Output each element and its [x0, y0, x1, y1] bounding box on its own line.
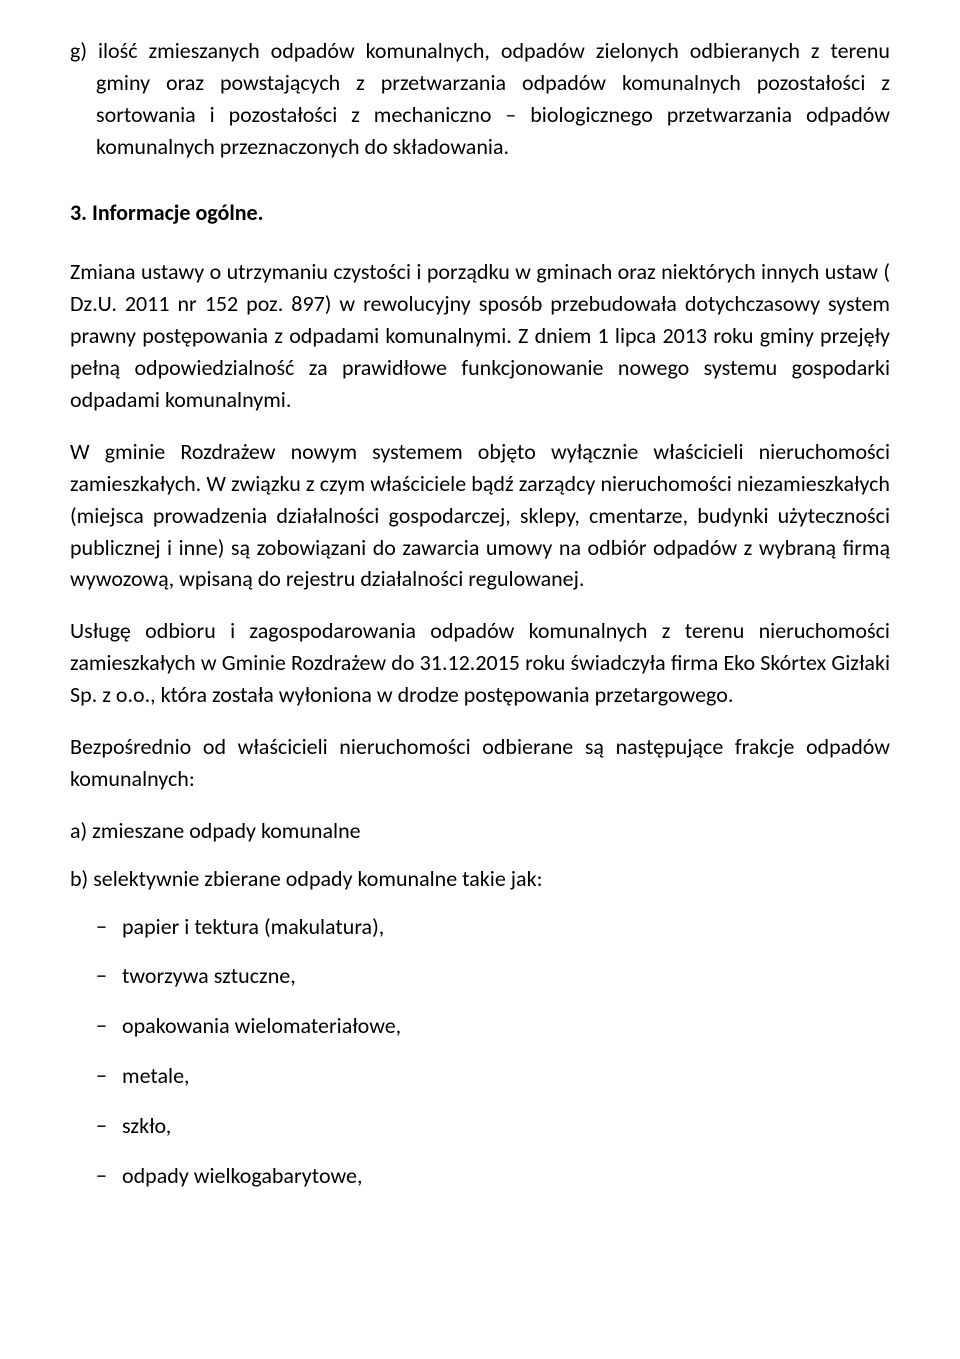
paragraph-1: Zmiana ustawy o utrzymaniu czystości i p… [70, 256, 890, 415]
list-item: szkło, [122, 1110, 890, 1142]
list-item: papier i tektura (makulatura), [122, 911, 890, 943]
list-item-b: b) selektywnie zbierane odpady komunalne… [70, 863, 890, 895]
section-heading: 3. Informacje ogólne. [70, 197, 890, 229]
list-item: tworzywa sztuczne, [122, 960, 890, 992]
list-item: odpady wielkogabarytowe, [122, 1160, 890, 1192]
list-item-g: g) ilość zmieszanych odpadów komunalnych… [70, 35, 890, 163]
paragraph-3: Usługę odbioru i zagospodarowania odpadó… [70, 615, 890, 711]
list-item: metale, [122, 1060, 890, 1092]
document-page: g) ilość zmieszanych odpadów komunalnych… [0, 0, 960, 1359]
paragraph-2: W gminie Rozdrażew nowym systemem objęto… [70, 436, 890, 595]
list-item-a: a) zmieszane odpady komunalne [70, 815, 890, 847]
paragraph-4: Bezpośrednio od właścicieli nieruchomośc… [70, 731, 890, 795]
dash-list: papier i tektura (makulatura), tworzywa … [70, 911, 890, 1192]
list-item: opakowania wielomateriałowe, [122, 1010, 890, 1042]
